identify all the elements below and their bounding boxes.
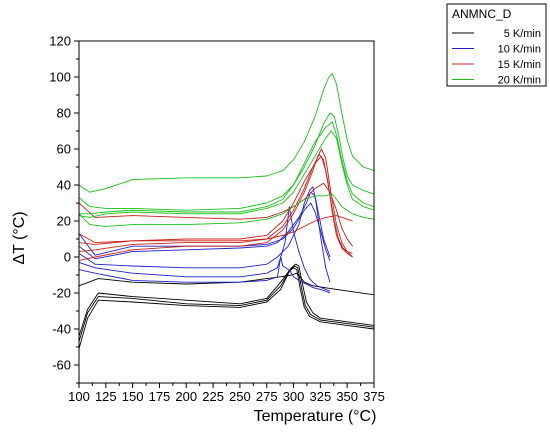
- legend-label: 10 K/min: [498, 44, 541, 56]
- legend-box: [446, 3, 547, 87]
- legend-label: 5 K/min: [504, 28, 541, 40]
- series-line-4-run-2: [79, 112, 375, 215]
- x-tick-label: 200: [175, 389, 197, 404]
- series-line-1-run-2: [78, 265, 375, 342]
- y-tick-label: -40: [52, 322, 71, 337]
- y-tick-label: -20: [52, 286, 71, 301]
- legend-entries: 5 K/min 10 K/min 15 K/min 20 K/min: [452, 28, 541, 87]
- series-line-3-run-5: [78, 215, 353, 244]
- x-tick-label: 150: [122, 389, 144, 404]
- x-tick-label: 125: [95, 389, 117, 404]
- x-tick-label: 175: [149, 389, 171, 404]
- x-tick-label: 275: [256, 389, 278, 404]
- series-line-3-run-3: [78, 155, 353, 254]
- legend-title: ANMNC_D: [452, 7, 512, 21]
- series-line-3-run-2: [78, 153, 353, 258]
- y-axis-title: ΔT (°C): [11, 211, 28, 264]
- legend-label: 20 K/min: [498, 75, 541, 87]
- x-tick-label: 375: [363, 389, 385, 404]
- x-tick-label: 100: [68, 389, 90, 404]
- y-tick-label: 120: [49, 34, 71, 49]
- y-tick-label: 80: [57, 106, 71, 121]
- series-line-3-run-1: [78, 148, 353, 262]
- x-tick-label: 325: [310, 389, 332, 404]
- series-line-4-run-3: [78, 130, 375, 218]
- plot-lines: [78, 72, 375, 349]
- series-line-2-run-1: [78, 256, 331, 294]
- series-line-2-run-2: [78, 206, 331, 292]
- series-line-4-run-5: [78, 193, 375, 227]
- series-line-3-run-4: [78, 182, 353, 247]
- x-tick-labels: 100 125 150 175 200 225 250 275 300 325 350 375: [68, 389, 385, 404]
- legend: ANMNC_D 5 K/min 10 K/min 15 K/min 20 K/min: [446, 3, 547, 87]
- y-tick-label: -60: [52, 358, 71, 373]
- axis-ticks: [74, 40, 375, 388]
- legend-label: 15 K/min: [498, 59, 541, 71]
- series-line-4-run-1: [78, 72, 375, 193]
- y-tick-labels: -60 -40 -20 0 20 40 60 80 100 120: [49, 34, 71, 373]
- series-line-2-run-4: [78, 191, 331, 260]
- series-line-1-run-4: [78, 272, 375, 296]
- x-tick-label: 350: [336, 389, 358, 404]
- y-tick-label: 100: [49, 70, 71, 85]
- y-tick-label: 0: [64, 250, 71, 265]
- series-line-1-run-3: [78, 263, 375, 337]
- x-axis-title: Temperature (°C): [254, 408, 377, 425]
- y-tick-label: 40: [57, 178, 71, 193]
- x-tick-label: 300: [283, 389, 305, 404]
- x-tick-label: 225: [202, 389, 224, 404]
- y-tick-label: 20: [57, 214, 71, 229]
- y-tick-label: 60: [57, 142, 71, 157]
- x-tick-label: 250: [229, 389, 251, 404]
- series-line-4-run-4: [78, 121, 375, 211]
- series-line-2-run-3: [78, 186, 331, 283]
